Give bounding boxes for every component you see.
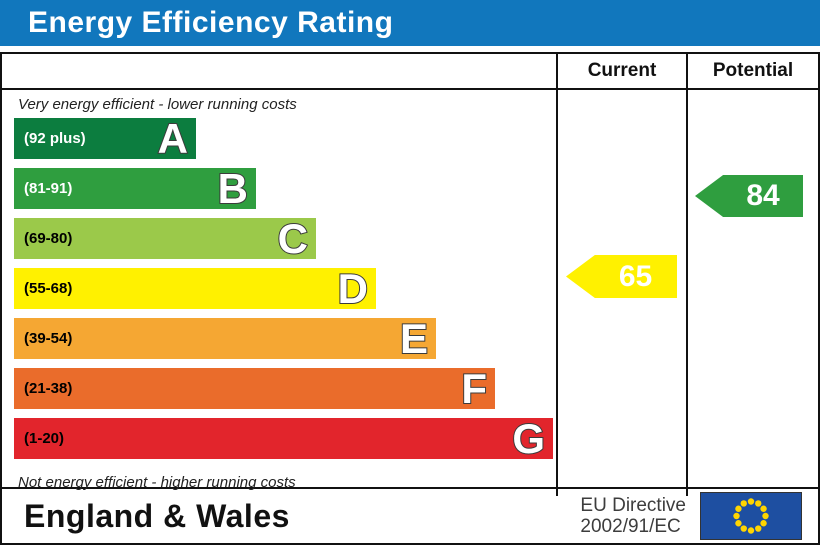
chart-title-bar: Energy Efficiency Rating	[0, 0, 820, 46]
band-f-letter: F	[460, 365, 488, 412]
band-a: (92 plus) A	[14, 115, 196, 162]
chart-footer: England & Wales EU Directive 2002/91/EC	[2, 487, 818, 543]
current-rating-arrow: 65	[566, 255, 677, 298]
band-e-range: (39-54)	[24, 330, 73, 347]
potential-rating-arrow: 84	[695, 175, 803, 217]
potential-rating-value: 84	[746, 179, 780, 212]
caption-not-efficient: Not energy efficient - higher running co…	[18, 474, 296, 491]
band-b: (81-91) B	[14, 165, 256, 212]
eu-flag	[700, 492, 802, 540]
band-d-letter: D	[337, 265, 369, 312]
region-label: England & Wales	[24, 497, 290, 534]
band-e: (39-54) E	[14, 315, 436, 362]
band-b-letter: B	[217, 165, 249, 212]
band-e-letter: E	[399, 315, 429, 362]
potential-column: 84	[686, 90, 818, 496]
band-c-range: (69-80)	[24, 230, 73, 247]
band-g-letter: G	[511, 415, 546, 462]
band-c: (69-80) C	[14, 215, 316, 262]
chart-frame: Current Potential Very energy efficient …	[0, 52, 820, 545]
eu-directive-line2: 2002/91/EC	[580, 516, 681, 537]
band-a-letter: A	[157, 115, 189, 162]
eu-directive-line1: EU Directive	[580, 495, 686, 516]
chart-title: Energy Efficiency Rating	[28, 6, 394, 39]
rating-scale-column: Very energy efficient - lower running co…	[2, 90, 556, 496]
chart-body: Very energy efficient - lower running co…	[2, 90, 818, 496]
band-d-range: (55-68)	[24, 280, 73, 297]
column-header-potential: Potential	[686, 54, 818, 88]
band-g: (1-20) G	[14, 415, 553, 462]
band-c-letter: C	[277, 215, 309, 262]
band-f: (21-38) F	[14, 365, 495, 412]
current-rating-value: 65	[618, 259, 653, 293]
caption-very-efficient: Very energy efficient - lower running co…	[18, 96, 297, 113]
column-header-empty	[2, 54, 556, 88]
band-d: (55-68) D	[14, 265, 376, 312]
current-column: 65	[556, 90, 686, 496]
band-b-range: (81-91)	[24, 180, 73, 197]
column-header-row: Current Potential	[2, 54, 818, 90]
band-a-range: (92 plus)	[24, 130, 86, 147]
column-header-current: Current	[556, 54, 686, 88]
band-g-range: (1-20)	[24, 430, 65, 447]
eu-directive-label: EU Directive 2002/91/EC	[580, 495, 686, 537]
band-f-range: (21-38)	[24, 380, 73, 397]
